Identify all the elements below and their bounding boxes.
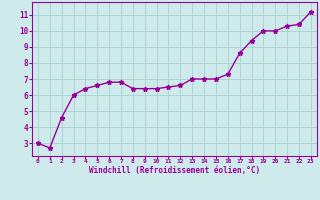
X-axis label: Windchill (Refroidissement éolien,°C): Windchill (Refroidissement éolien,°C) xyxy=(89,166,260,175)
